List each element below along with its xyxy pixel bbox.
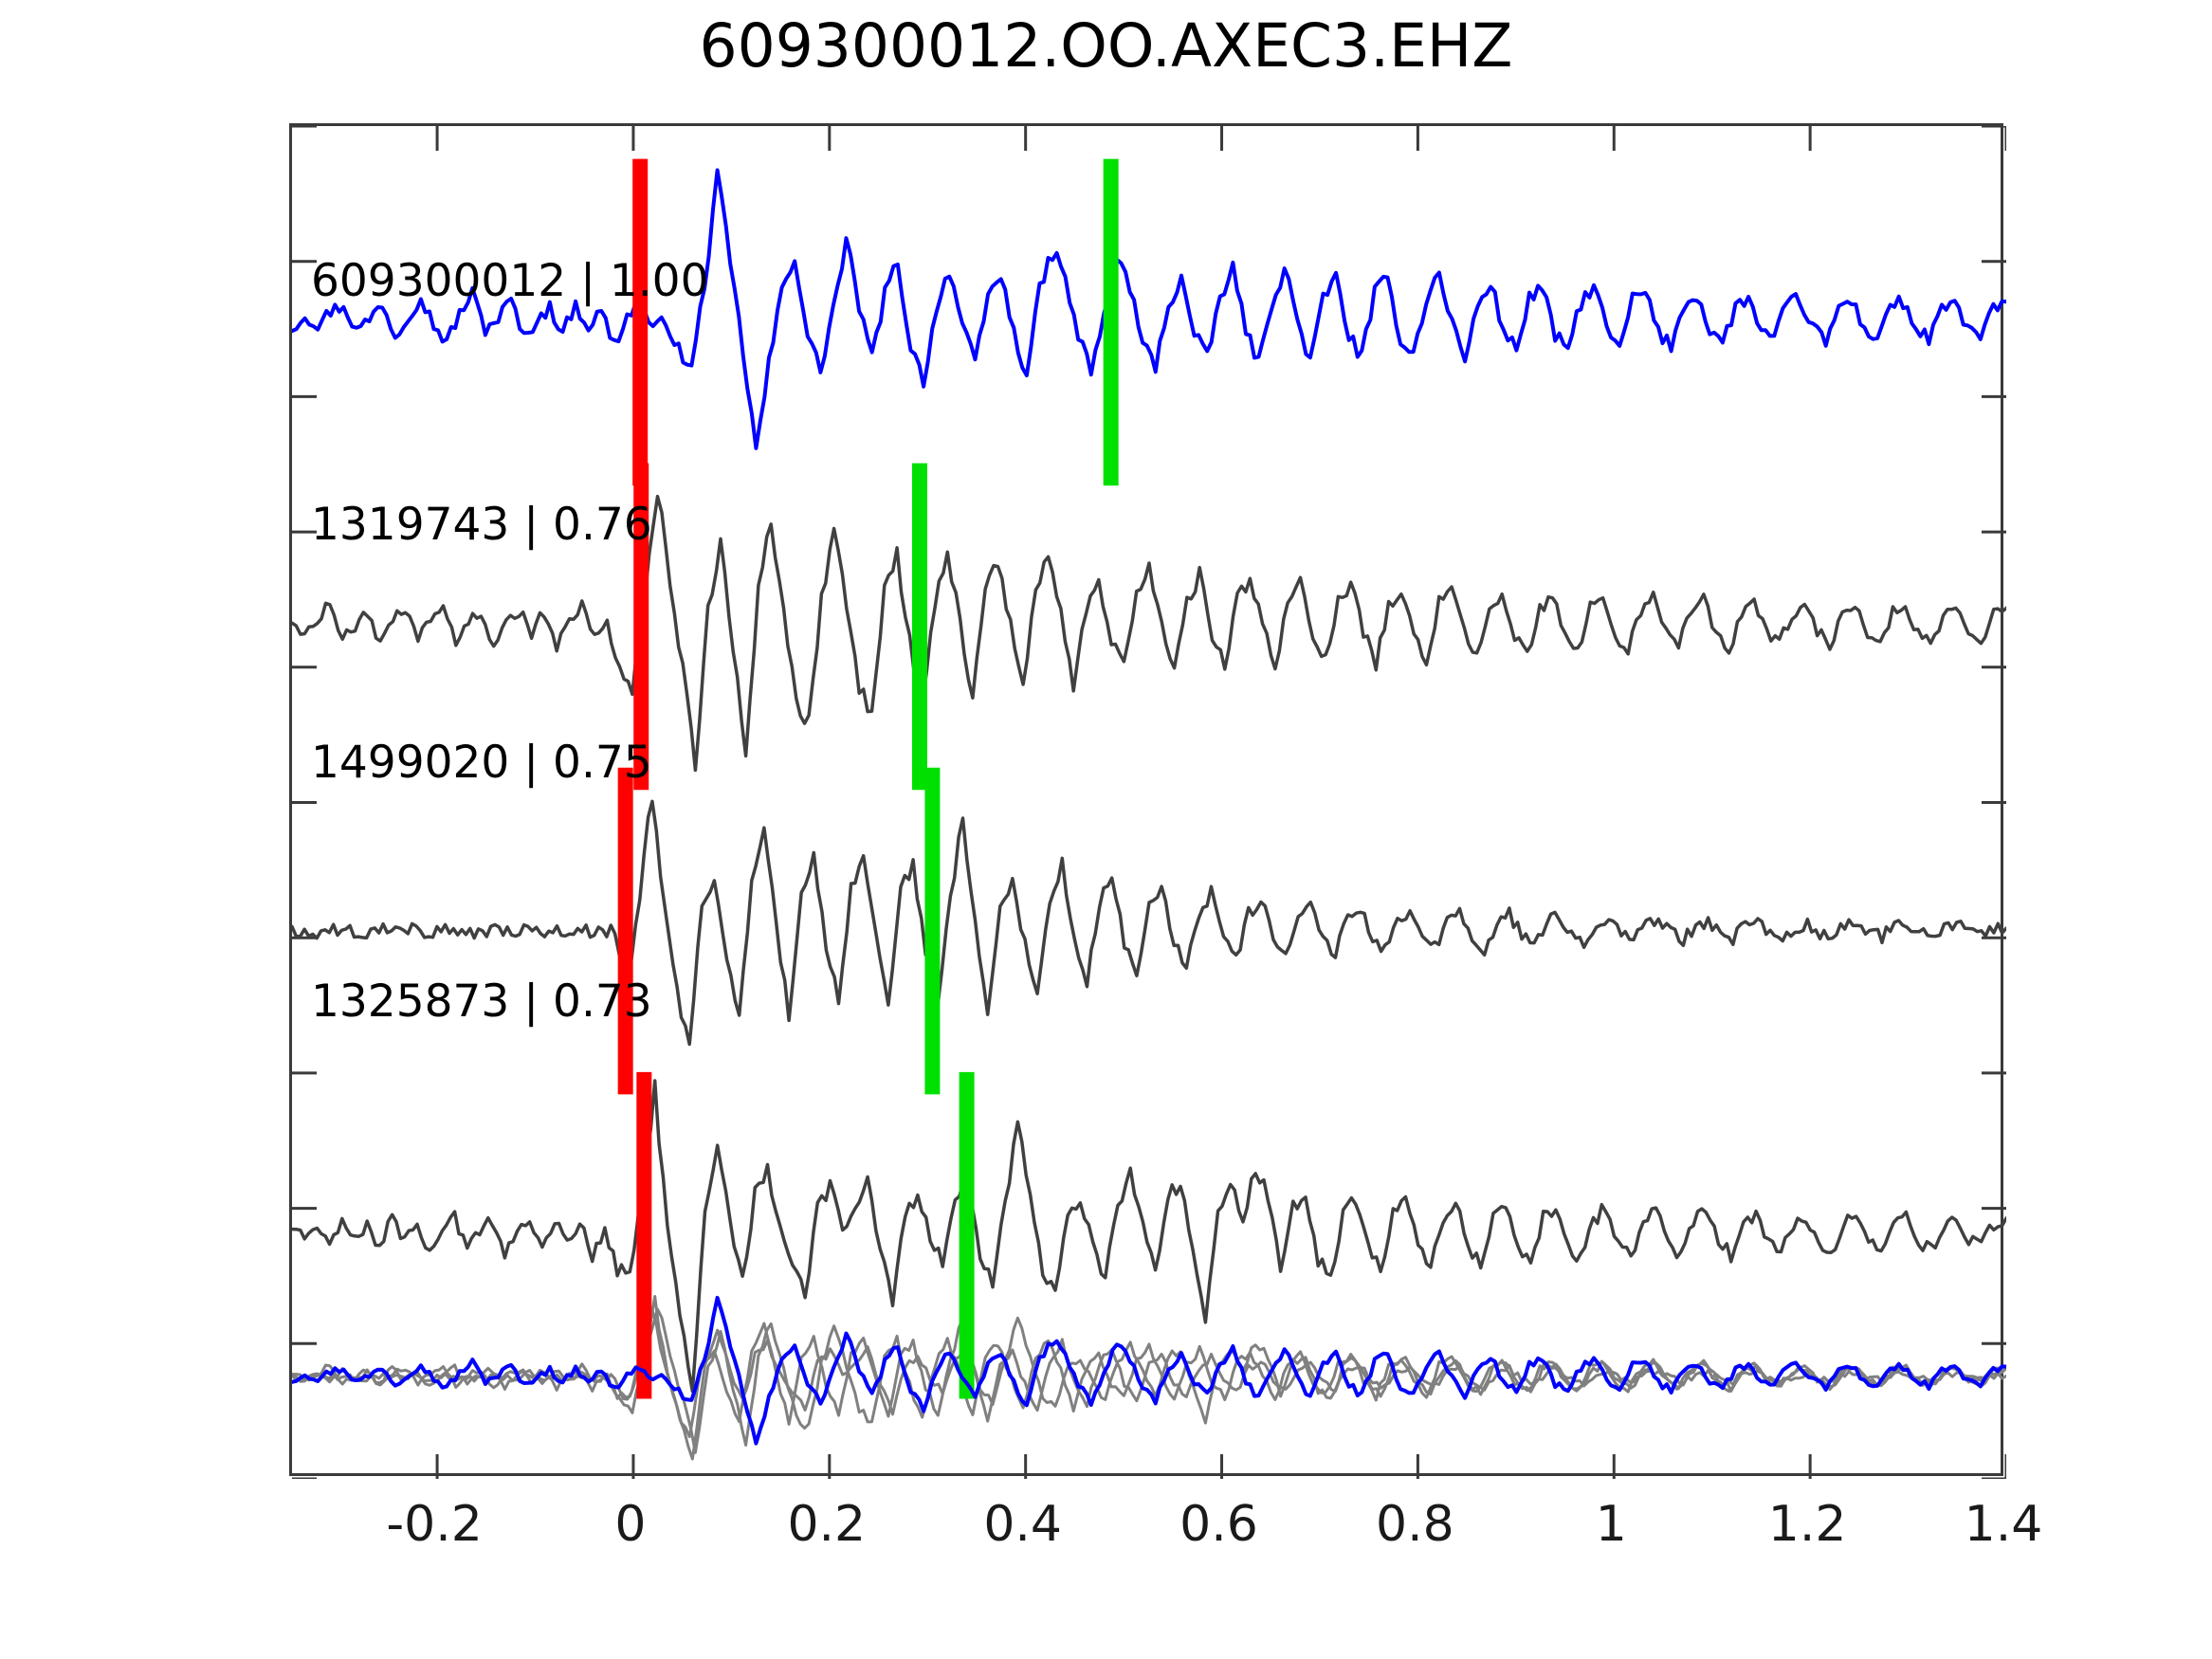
trace-label-1319743: 1319743 | 0.76 bbox=[311, 499, 652, 551]
overlay-trace-609300012 bbox=[292, 1295, 2006, 1446]
page-title: 609300012.OO.AXEC3.EHZ bbox=[699, 11, 1513, 81]
x-tick-label: 1.4 bbox=[1964, 1496, 2043, 1553]
x-axis-tick-labels: -0.2 0 0.2 0.4 0.6 0.8 1 1.2 1.4 bbox=[0, 1496, 2212, 1562]
overlay-trace-1319743 bbox=[292, 1307, 2006, 1454]
trace-label-1499020: 1499020 | 0.75 bbox=[311, 737, 652, 789]
x-tick-label: 0.8 bbox=[1376, 1496, 1454, 1553]
trace-label-1325873: 1325873 | 0.73 bbox=[311, 975, 652, 1028]
waveform-trace-1499020 bbox=[292, 799, 2006, 1047]
waveform-trace-609300012 bbox=[292, 168, 2006, 450]
overlay-trace-1499020 bbox=[292, 1307, 2006, 1438]
x-tick-label: 1 bbox=[1595, 1496, 1627, 1553]
waveform-canvas bbox=[292, 126, 2006, 1479]
x-tick-label: 0.6 bbox=[1179, 1496, 1258, 1553]
x-tick-label: -0.2 bbox=[386, 1496, 483, 1553]
waveform-trace-1325873 bbox=[292, 1079, 2006, 1394]
x-tick-label: 0.4 bbox=[983, 1496, 1063, 1553]
x-tick-label: 0 bbox=[614, 1496, 647, 1553]
plot-axes bbox=[289, 123, 2006, 1479]
x-tick-label: 1.2 bbox=[1767, 1496, 1847, 1553]
x-tick-label: 0.2 bbox=[787, 1496, 867, 1553]
waveform-trace-1319743 bbox=[292, 494, 2006, 773]
trace-label-609300012: 609300012 | 1.00 bbox=[311, 255, 709, 307]
